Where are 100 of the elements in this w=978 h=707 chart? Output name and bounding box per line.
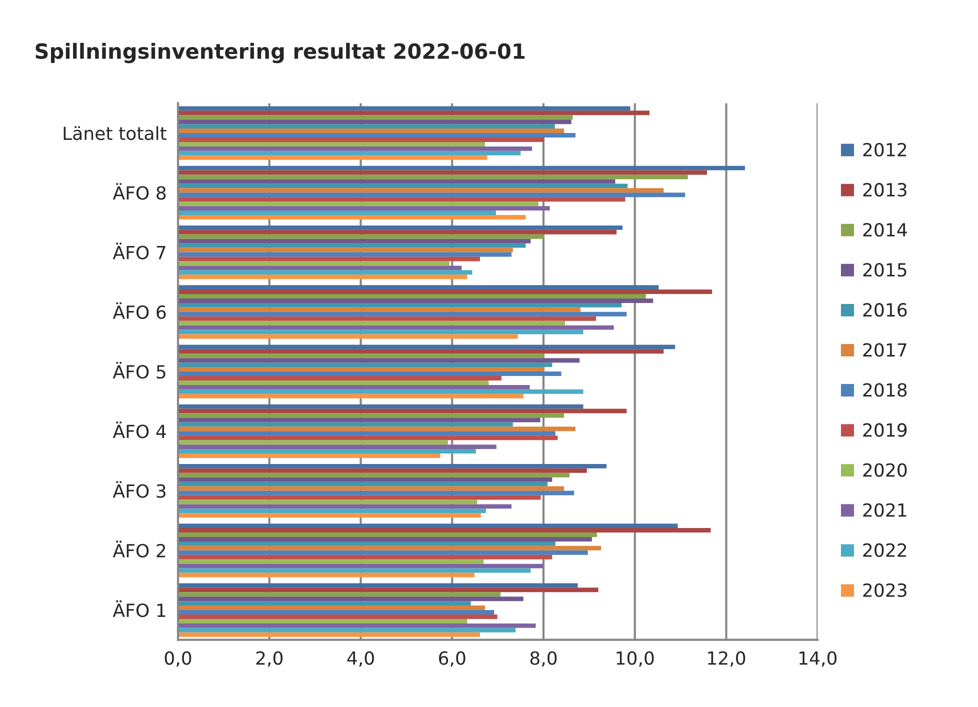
y-tick-label: ÄFO 1 xyxy=(112,600,166,618)
chart-title: Spillningsinventering resultat 2022-06-01 xyxy=(36,42,525,64)
legend-label: 2012 xyxy=(863,142,906,157)
bar xyxy=(178,426,576,432)
legend-label: 2022 xyxy=(863,543,906,557)
bar xyxy=(178,614,498,619)
bar xyxy=(178,568,531,573)
bar xyxy=(178,610,494,614)
bar xyxy=(178,601,471,606)
bar xyxy=(178,500,478,504)
bar xyxy=(178,307,580,312)
bar xyxy=(178,404,584,409)
bar xyxy=(178,138,544,142)
bar xyxy=(178,110,650,116)
legend-label: 2020 xyxy=(863,463,907,477)
y-tick-label: ÄFO 5 xyxy=(112,362,166,379)
x-tick-label: 0,0 xyxy=(164,651,192,667)
bar xyxy=(178,444,496,450)
bar xyxy=(178,170,708,175)
bar xyxy=(178,179,616,184)
bar xyxy=(178,372,562,376)
legend-label: 2021 xyxy=(863,503,906,517)
bar xyxy=(178,546,602,550)
bar xyxy=(178,508,486,514)
bar xyxy=(178,418,540,422)
bar xyxy=(178,524,678,528)
bar xyxy=(178,464,607,468)
bar xyxy=(178,225,623,230)
bar xyxy=(178,124,555,129)
bar xyxy=(178,536,592,542)
bar xyxy=(178,472,570,478)
bar xyxy=(178,166,745,170)
legend-label: 2014 xyxy=(863,222,907,237)
bar xyxy=(178,482,548,486)
bar xyxy=(178,330,584,334)
x-tick-label: 2,0 xyxy=(256,651,283,667)
y-tick-label: ÄFO 4 xyxy=(112,422,166,438)
bar xyxy=(178,394,524,398)
legend-label: 2015 xyxy=(863,263,906,277)
y-tick-label: ÄFO 2 xyxy=(112,540,166,558)
bar xyxy=(178,261,450,266)
bar xyxy=(178,596,524,602)
y-tick-label: ÄFO 6 xyxy=(112,302,166,320)
bar xyxy=(178,495,541,500)
y-tick-label: ÄFO 7 xyxy=(112,242,166,260)
bar xyxy=(178,155,488,160)
bar xyxy=(178,188,664,193)
legend-label: 2013 xyxy=(863,182,906,197)
bar xyxy=(178,106,630,111)
bar xyxy=(178,623,536,628)
bar xyxy=(178,320,565,326)
bar xyxy=(178,408,627,414)
bar xyxy=(178,294,646,298)
bar xyxy=(178,302,622,308)
x-tick-label: 10,0 xyxy=(616,651,654,667)
bar xyxy=(178,559,484,564)
bar xyxy=(178,266,462,270)
bar xyxy=(178,592,501,597)
legend-label: 2016 xyxy=(863,303,907,317)
y-tick-label: Länet totalt xyxy=(64,126,166,140)
bar xyxy=(178,298,654,303)
bar xyxy=(178,197,626,202)
bar xyxy=(178,449,476,454)
bar xyxy=(178,486,564,491)
bar xyxy=(178,384,530,390)
x-tick-label: 12,0 xyxy=(708,651,746,667)
bar xyxy=(178,541,556,546)
bar xyxy=(178,628,516,632)
bar xyxy=(178,142,486,146)
bar xyxy=(178,358,580,363)
bar xyxy=(178,202,538,206)
bar xyxy=(178,146,532,151)
bar xyxy=(178,230,617,234)
bar xyxy=(178,618,468,624)
bar xyxy=(178,270,472,275)
bar xyxy=(178,532,597,537)
bar xyxy=(178,243,526,248)
x-tick-label: 4,0 xyxy=(347,651,374,667)
legend-label: 2023 xyxy=(863,583,906,598)
bar xyxy=(178,504,512,509)
bar xyxy=(178,234,544,239)
y-tick-label: ÄFO 3 xyxy=(112,481,166,498)
bar xyxy=(178,115,573,120)
bar xyxy=(178,192,686,198)
x-tick-label: 8,0 xyxy=(530,651,557,667)
bar xyxy=(178,312,627,316)
bar xyxy=(178,468,587,473)
bar xyxy=(178,362,552,368)
bar xyxy=(178,436,558,440)
bar xyxy=(178,389,584,394)
bar xyxy=(178,252,512,257)
bar xyxy=(178,554,552,560)
bar xyxy=(178,238,531,244)
bar xyxy=(178,422,513,427)
bar xyxy=(178,550,588,555)
bar xyxy=(178,274,468,280)
bar xyxy=(178,133,576,138)
bar xyxy=(178,325,614,330)
bar xyxy=(178,440,448,445)
bar xyxy=(178,248,513,252)
